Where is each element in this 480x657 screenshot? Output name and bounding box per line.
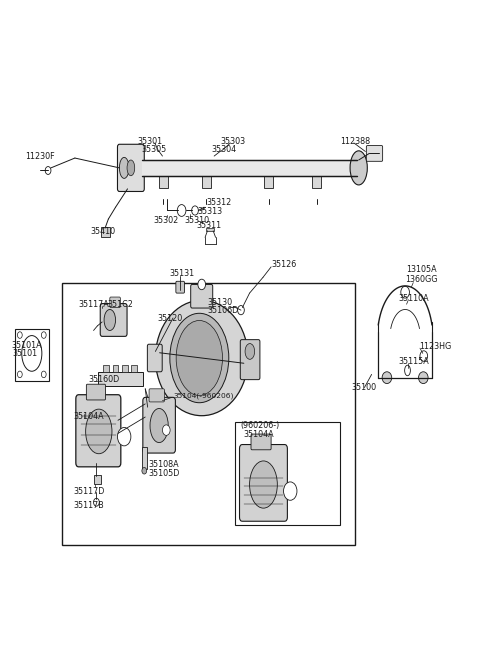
Ellipse shape	[120, 158, 129, 178]
Text: 35120: 35120	[157, 313, 183, 323]
Ellipse shape	[192, 206, 198, 215]
Ellipse shape	[170, 313, 229, 403]
Text: 1360GG: 1360GG	[405, 275, 438, 284]
Text: 35160D: 35160D	[88, 375, 120, 384]
Bar	[15, 328, 48, 381]
Ellipse shape	[118, 428, 131, 446]
Text: 35101A: 35101A	[11, 341, 42, 350]
FancyBboxPatch shape	[240, 340, 260, 380]
Bar	[264, 175, 273, 187]
Ellipse shape	[382, 372, 392, 384]
Ellipse shape	[350, 151, 367, 185]
Bar	[113, 365, 119, 372]
FancyBboxPatch shape	[110, 297, 120, 307]
Text: 35117A: 35117A	[78, 300, 109, 309]
Text: 13105A: 13105A	[407, 265, 437, 274]
Text: 35302: 35302	[154, 215, 179, 225]
FancyBboxPatch shape	[86, 384, 106, 400]
Bar	[131, 365, 137, 372]
Text: 35106D: 35106D	[207, 306, 239, 315]
Bar	[62, 283, 355, 545]
Text: 112388: 112388	[340, 137, 371, 146]
Ellipse shape	[405, 365, 410, 376]
Ellipse shape	[177, 204, 186, 216]
Text: 1123HG: 1123HG	[420, 342, 452, 351]
Ellipse shape	[127, 160, 135, 175]
Ellipse shape	[104, 309, 116, 330]
Ellipse shape	[198, 279, 205, 290]
Text: 35117D: 35117D	[73, 487, 105, 495]
Bar	[159, 175, 168, 187]
Ellipse shape	[45, 167, 51, 174]
Ellipse shape	[176, 321, 223, 396]
Text: 35304: 35304	[211, 145, 237, 154]
Text: 35101: 35101	[12, 349, 37, 358]
Ellipse shape	[419, 372, 428, 384]
Text: 35130: 35130	[207, 298, 233, 307]
Text: 35105D: 35105D	[148, 469, 180, 478]
Ellipse shape	[238, 306, 244, 315]
FancyBboxPatch shape	[251, 434, 271, 450]
Ellipse shape	[162, 425, 170, 436]
Text: 35310: 35310	[184, 215, 210, 225]
Bar	[103, 365, 109, 372]
Text: 35311: 35311	[197, 221, 222, 230]
FancyBboxPatch shape	[143, 397, 175, 453]
Text: 35131: 35131	[169, 269, 194, 278]
Ellipse shape	[250, 461, 277, 508]
Bar	[98, 372, 144, 386]
Text: 35301: 35301	[137, 137, 162, 146]
Ellipse shape	[401, 286, 409, 298]
Ellipse shape	[245, 344, 255, 359]
Text: 35313: 35313	[197, 208, 222, 216]
Text: 35108A: 35108A	[148, 461, 179, 469]
Text: 35100: 35100	[351, 383, 377, 392]
Ellipse shape	[156, 300, 248, 416]
Text: 11230F: 11230F	[25, 152, 55, 160]
FancyBboxPatch shape	[240, 445, 288, 521]
Text: 35410: 35410	[91, 227, 116, 236]
Bar	[94, 476, 101, 484]
Bar	[142, 160, 357, 175]
Ellipse shape	[94, 498, 99, 506]
Text: 35303: 35303	[221, 137, 246, 146]
FancyBboxPatch shape	[176, 281, 184, 293]
FancyBboxPatch shape	[76, 395, 121, 467]
FancyBboxPatch shape	[191, 284, 213, 308]
Text: 35104A: 35104A	[244, 430, 275, 440]
Bar	[312, 175, 321, 187]
FancyBboxPatch shape	[149, 389, 164, 402]
Bar	[122, 365, 128, 372]
Ellipse shape	[150, 409, 168, 443]
Text: 35312: 35312	[206, 198, 232, 207]
Text: 35104(-960206): 35104(-960206)	[173, 393, 233, 399]
Bar	[235, 422, 339, 525]
Bar	[101, 227, 110, 237]
FancyBboxPatch shape	[100, 304, 127, 336]
FancyBboxPatch shape	[366, 146, 383, 162]
Bar	[202, 175, 211, 187]
FancyBboxPatch shape	[147, 344, 162, 372]
Text: 35104A: 35104A	[73, 412, 104, 421]
Ellipse shape	[284, 482, 297, 500]
Ellipse shape	[85, 409, 112, 454]
Text: 351C2: 351C2	[108, 300, 134, 309]
Text: (960206-): (960206-)	[240, 421, 279, 430]
FancyBboxPatch shape	[118, 145, 144, 191]
Text: 35110A: 35110A	[398, 294, 429, 304]
Bar	[142, 447, 147, 470]
Ellipse shape	[142, 468, 147, 474]
Ellipse shape	[420, 351, 428, 361]
Bar	[206, 228, 214, 231]
Text: 35126: 35126	[272, 260, 297, 269]
Text: 35117B: 35117B	[73, 501, 104, 510]
Text: 35115A: 35115A	[398, 357, 429, 366]
Text: 35305: 35305	[142, 145, 167, 154]
